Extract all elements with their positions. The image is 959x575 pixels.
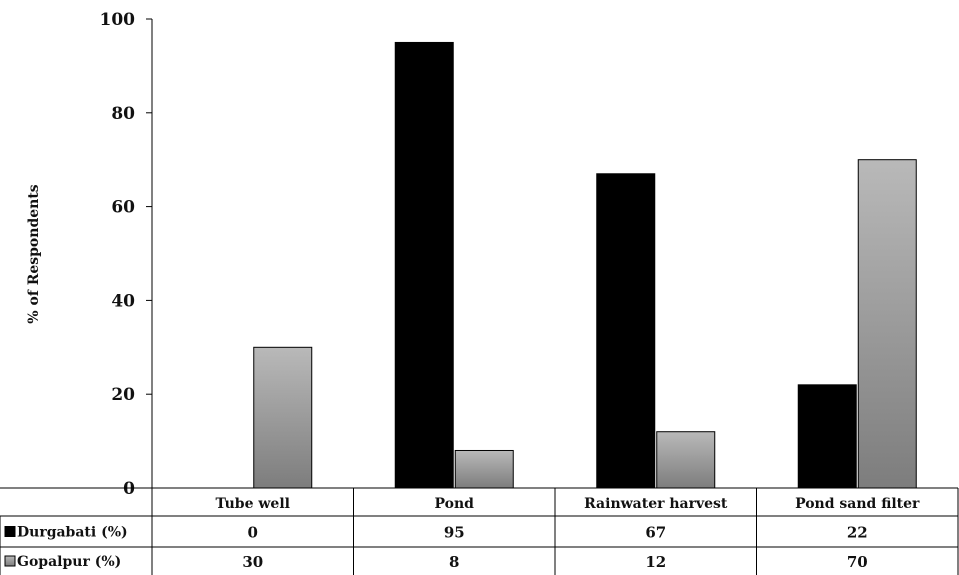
y-tick-label: 40	[111, 291, 135, 311]
bar-gopalpur-1	[454, 449, 514, 489]
bar-gopalpur-0	[253, 346, 313, 489]
table-cell-value: 95	[444, 524, 465, 542]
y-tick-label: 0	[123, 479, 135, 499]
table-cell-value: 12	[645, 553, 666, 571]
bar-durgabati-1	[394, 41, 454, 489]
bar-durgabati-3	[797, 384, 857, 489]
y-tick-label: 60	[111, 198, 135, 218]
category-label: Pond	[435, 496, 475, 512]
y-tick-label: 20	[111, 385, 135, 405]
series-name: Gopalpur (%)	[17, 554, 121, 570]
y-tick-label: 100	[100, 10, 136, 30]
legend-swatch-durgabati	[4, 526, 16, 537]
table-cell-value: 8	[449, 553, 459, 571]
y-axis-label: % of Respondents	[26, 184, 42, 323]
table-cell-value: 22	[847, 524, 868, 542]
y-axis-ticks: 0 20 40 60 80 100	[100, 10, 152, 499]
table-cell-value: 0	[248, 524, 258, 542]
category-label: Tube well	[216, 496, 290, 512]
series-name: Durgabati (%)	[17, 525, 128, 541]
table-cell-value: 70	[847, 553, 868, 571]
data-table: Tube well Pond Rainwater harvest Pond sand …	[0, 487, 959, 575]
bars	[253, 41, 917, 489]
category-label: Rainwater harvest	[584, 496, 728, 512]
bar-gopalpur-3	[857, 159, 917, 489]
y-tick-label: 80	[111, 104, 135, 124]
table-cell-value: 67	[645, 524, 666, 542]
bar-durgabati-2	[596, 173, 656, 489]
table-cell-value: 30	[242, 553, 263, 571]
category-label: Pond sand filter	[795, 496, 920, 512]
legend-swatch-gopalpur	[4, 555, 16, 567]
bar-gopalpur-2	[656, 431, 716, 489]
